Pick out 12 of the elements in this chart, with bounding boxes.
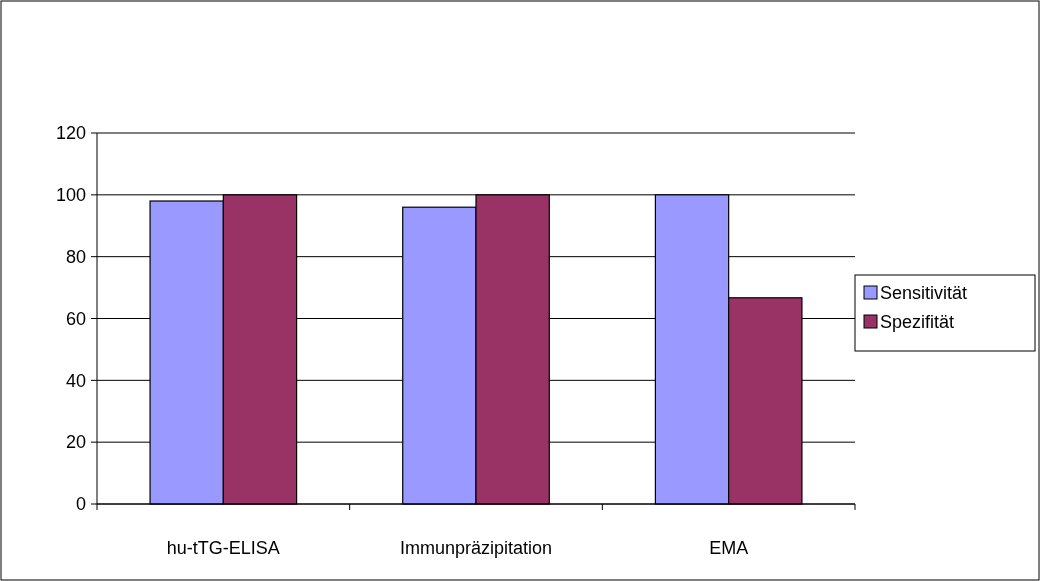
x-tick-label: Immunpräzipitation [399, 538, 553, 558]
x-tick-label: hu-tTG-ELISA [166, 538, 280, 558]
y-tick-label: 20 [65, 432, 86, 453]
y-tick-label: 60 [65, 308, 86, 329]
legend-label: Spezifität [880, 312, 955, 333]
y-tick-label: 120 [55, 123, 86, 144]
y-tick-label: 40 [65, 370, 86, 391]
y-tick-label: 80 [65, 246, 86, 267]
x-tick-label: EMA [709, 538, 749, 558]
legend-label: Sensitivität [880, 283, 968, 304]
y-tick-label: 100 [55, 185, 86, 206]
y-tick-label: 0 [75, 494, 86, 515]
